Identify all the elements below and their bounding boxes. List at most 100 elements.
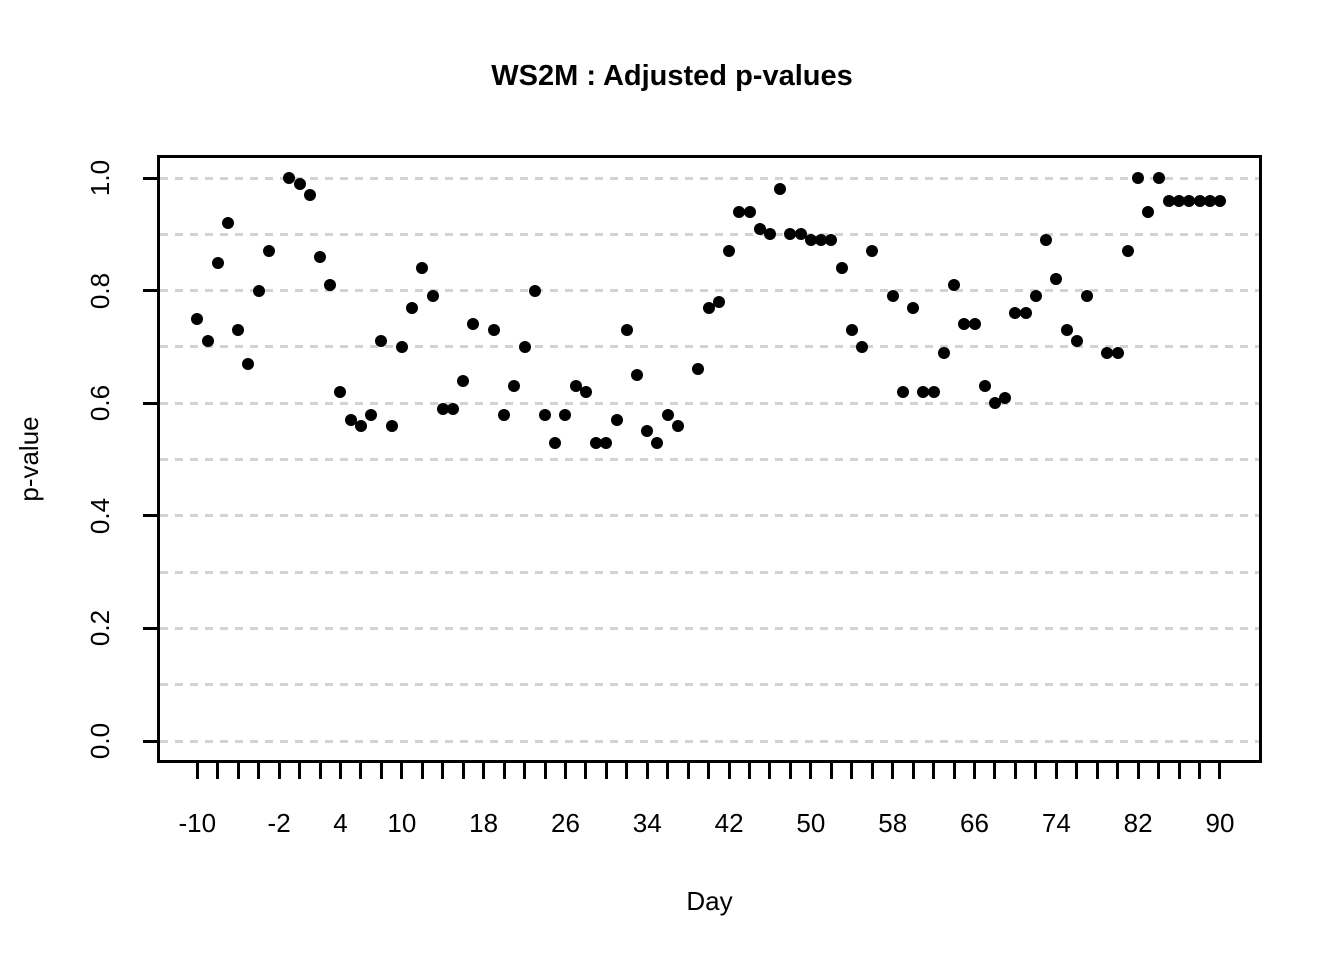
data-point: [508, 380, 521, 393]
data-point: [988, 397, 1001, 410]
data-point: [1121, 245, 1134, 258]
x-tick: [850, 763, 854, 779]
x-tick: [727, 763, 731, 779]
data-point: [917, 386, 930, 398]
data-point: [671, 419, 684, 432]
data-point: [487, 324, 500, 337]
data-point: [416, 262, 429, 275]
x-tick-label: 34: [632, 808, 662, 838]
x-tick: [1136, 763, 1140, 779]
data-point: [927, 386, 940, 398]
x-tick: [666, 763, 670, 779]
y-gridline: [160, 514, 1259, 518]
x-tick: [257, 763, 261, 779]
data-point: [406, 301, 419, 314]
x-tick-label: 74: [1041, 808, 1071, 838]
x-tick: [1034, 763, 1038, 779]
data-point: [293, 177, 306, 190]
y-tick-label: 1.0: [85, 160, 115, 197]
data-point: [835, 262, 848, 275]
x-tick: [829, 763, 833, 779]
x-tick: [543, 763, 547, 779]
data-point: [774, 183, 787, 196]
x-tick: [1075, 763, 1079, 779]
plot-area: -10 -2 4 10 18 26 34 42 50 58 66 74 82 90 0.0 0.2 0.4 0.6…: [85, 155, 1262, 838]
y-tick: [143, 401, 157, 405]
x-tick: [502, 763, 506, 779]
x-tick: [563, 763, 567, 779]
data-point: [948, 279, 961, 292]
data-point: [763, 228, 776, 241]
data-point: [324, 279, 337, 292]
x-tick: [216, 763, 220, 779]
x-tick: [277, 763, 281, 779]
data-point: [620, 324, 633, 337]
data-point: [375, 335, 388, 348]
data-point: [1040, 234, 1053, 246]
y-gridline: [160, 626, 1259, 630]
data-point: [201, 335, 214, 348]
chart-title: WS2M : Adjusted p-values: [491, 60, 853, 92]
x-tick: [420, 763, 424, 779]
y-tick: [143, 739, 157, 743]
data-point: [815, 234, 828, 246]
x-tick: [195, 763, 199, 779]
x-tick: [1013, 763, 1017, 779]
x-tick: [809, 763, 813, 779]
data-point: [784, 228, 797, 241]
x-tick-label: 66: [960, 808, 989, 838]
x-tick: [338, 763, 342, 779]
x-tick: [993, 763, 997, 779]
data-point: [886, 290, 899, 303]
data-point: [457, 374, 470, 387]
data-point: [856, 340, 869, 353]
data-point: [395, 340, 408, 353]
x-tick-label: 90: [1205, 808, 1235, 838]
y-tick: [143, 514, 157, 518]
x-tick: [584, 763, 588, 779]
x-tick-label: 82: [1123, 808, 1153, 838]
y-gridline: [160, 570, 1259, 574]
x-tick-label: 58: [878, 808, 908, 838]
data-point: [1081, 290, 1094, 303]
data-point: [896, 386, 909, 398]
data-point: [1213, 194, 1226, 207]
data-point: [1132, 172, 1145, 185]
data-point: [467, 318, 480, 331]
data-point: [999, 391, 1012, 404]
y-gridline: [160, 458, 1259, 462]
x-tick-label: -10: [178, 808, 217, 838]
data-point: [1101, 346, 1114, 359]
data-point: [1183, 194, 1196, 207]
data-point: [712, 295, 725, 308]
data-point: [1009, 307, 1022, 320]
data-point: [610, 414, 623, 427]
data-point: [283, 172, 296, 185]
data-point: [692, 363, 705, 376]
x-tick: [768, 763, 772, 779]
x-tick: [236, 763, 240, 779]
data-point: [794, 228, 807, 241]
x-tick: [748, 763, 752, 779]
data-point: [385, 419, 398, 432]
data-point: [559, 408, 572, 421]
data-point: [242, 357, 255, 370]
x-tick: [604, 763, 608, 779]
data-point: [1203, 194, 1216, 207]
data-point: [232, 324, 245, 337]
x-tick: [625, 763, 629, 779]
x-axis-title: Day: [686, 886, 733, 916]
data-point: [262, 245, 275, 258]
data-point: [1050, 273, 1063, 286]
x-tick-label: 10: [387, 808, 417, 838]
data-point: [303, 188, 316, 201]
x-tick: [1218, 763, 1222, 779]
data-point: [825, 234, 838, 246]
data-point: [641, 425, 654, 438]
data-point: [252, 284, 265, 297]
x-tick: [973, 763, 977, 779]
x-tick-label: 26: [550, 808, 580, 838]
x-tick: [686, 763, 690, 779]
x-tick: [1177, 763, 1181, 779]
data-point: [723, 245, 736, 258]
